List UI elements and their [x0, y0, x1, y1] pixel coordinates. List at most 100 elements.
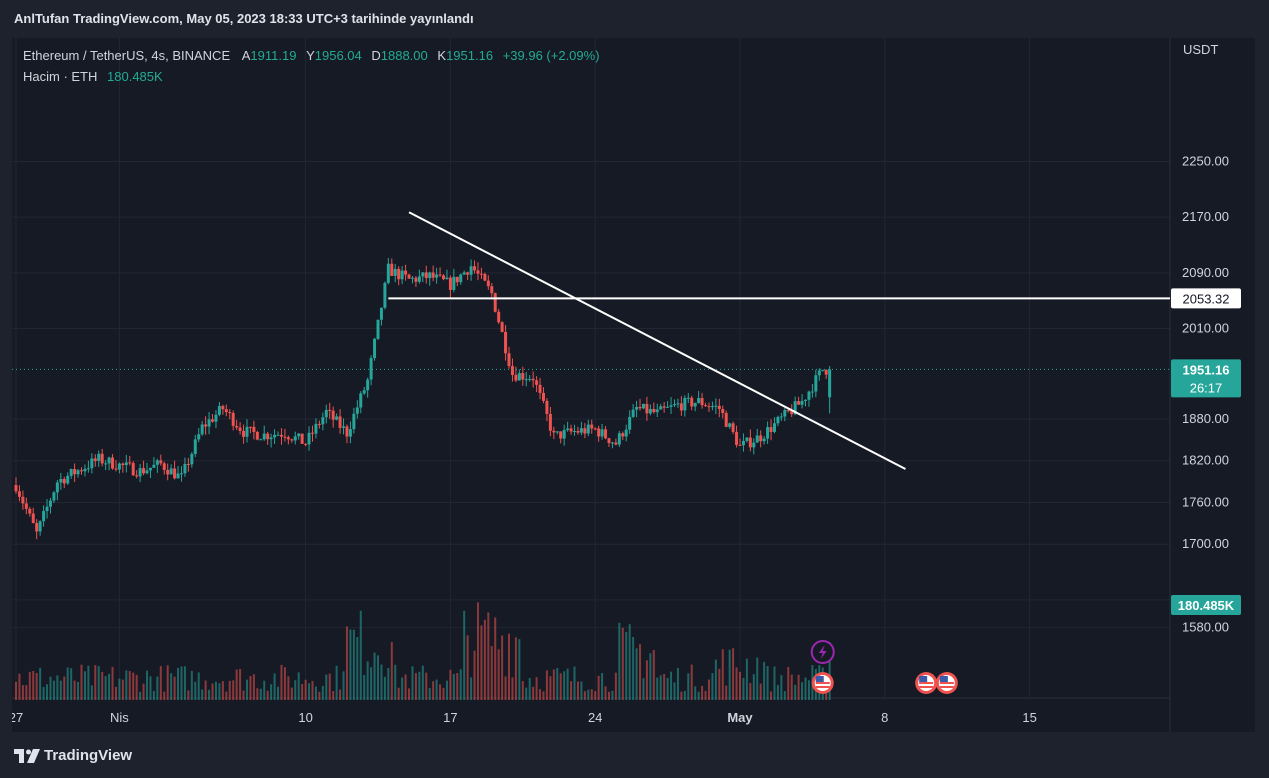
volume-bar — [418, 671, 421, 700]
candle-body — [314, 423, 318, 434]
volume-bar — [301, 684, 304, 700]
change-value: +39.96 (+2.09%) — [502, 48, 600, 63]
volume-bar — [366, 661, 369, 700]
x-tick-label: 24 — [588, 710, 602, 725]
volume-bar — [142, 683, 145, 700]
candle-body — [179, 473, 183, 475]
open-label: A — [241, 48, 251, 63]
candle-body — [769, 427, 773, 432]
volume-bar — [197, 672, 200, 700]
candle-body — [517, 373, 521, 381]
candle-body — [66, 475, 70, 484]
price-chart[interactable]: 2250.00 2170.00 2090.00 2010.00 1880.00 1820.… — [12, 38, 1255, 732]
volume-bar — [776, 685, 779, 700]
candle-body — [538, 384, 542, 393]
volume-bar — [780, 675, 783, 700]
volume-bar — [201, 689, 204, 700]
candle-body — [283, 436, 287, 438]
volume-bar — [766, 666, 769, 700]
volume-bar — [783, 691, 786, 700]
candle-body — [390, 263, 394, 276]
volume-bar — [635, 648, 638, 700]
symbol-name[interactable]: Ethereum / TetherUS, 4s, BINANCE — [23, 48, 231, 63]
currency-label: USDT — [1183, 42, 1218, 57]
volume-bar — [232, 680, 235, 700]
candle-body — [824, 369, 828, 375]
candle-body — [442, 275, 446, 280]
candle-body — [566, 428, 570, 430]
volume-bar — [25, 685, 28, 700]
volume-bar — [604, 686, 607, 700]
volume-bar — [225, 691, 228, 700]
volume-bar — [683, 690, 686, 700]
flag-canton-icon — [939, 676, 948, 682]
candle-body — [190, 453, 194, 465]
candle-body — [266, 433, 270, 440]
tradingview-brand[interactable]: TradingView — [14, 747, 132, 764]
volume-bar — [163, 691, 166, 700]
candle-body — [586, 424, 590, 434]
volume-bar — [104, 676, 107, 700]
x-tick-label: May — [727, 710, 753, 725]
candle-body — [455, 276, 459, 283]
x-tick-label: Nis — [110, 710, 129, 725]
candle-body — [117, 463, 121, 470]
candle-body — [504, 331, 508, 354]
volume-bar — [35, 672, 38, 700]
candle-body — [31, 513, 35, 524]
candle-body — [724, 413, 728, 427]
volume-bar — [380, 664, 383, 700]
lightning-bolt-icon — [818, 645, 827, 659]
candle-body — [738, 444, 742, 446]
volume-bar — [411, 666, 414, 700]
volume-bar — [732, 648, 735, 700]
candle-body — [97, 453, 101, 461]
volume-bar — [283, 667, 286, 700]
volume-bar — [807, 680, 810, 700]
candle-body — [211, 419, 215, 422]
candle-body — [355, 407, 359, 414]
candle-body — [531, 378, 535, 381]
candle-body — [631, 409, 635, 417]
volume-bar — [356, 637, 359, 700]
volume-bar — [194, 681, 197, 700]
volume-bar — [214, 681, 217, 700]
volume-bar — [408, 688, 411, 700]
volume-bar — [42, 686, 45, 700]
volume-bar — [501, 635, 504, 700]
volume-bar — [718, 668, 721, 700]
volume-bar — [73, 680, 76, 700]
candle-body — [638, 406, 642, 409]
candle-body — [800, 401, 804, 405]
candle-body — [676, 403, 680, 405]
volume-bar — [663, 674, 666, 700]
volume-bar — [704, 690, 707, 700]
candle-body — [245, 426, 249, 437]
candle-body — [93, 458, 97, 461]
candle-body — [431, 272, 435, 278]
candle-body — [76, 470, 80, 475]
x-tick-label: 17 — [443, 710, 457, 725]
candle-body — [448, 277, 452, 290]
y-tick-label: 1820.00 — [1182, 453, 1229, 468]
volume-bar — [618, 622, 621, 700]
candle-body — [369, 358, 373, 380]
volume-bar — [639, 644, 642, 700]
volume-bar — [770, 691, 773, 700]
volume-bar — [325, 674, 328, 700]
volume-bar — [15, 681, 17, 700]
candle-body — [335, 416, 339, 420]
flag-stripe-icon — [919, 682, 934, 684]
candle-body — [486, 280, 490, 287]
volume-bar — [652, 650, 655, 700]
trend-line[interactable] — [408, 211, 906, 470]
volume-bar — [735, 667, 738, 700]
volume-bar — [590, 689, 593, 700]
candle-body — [297, 433, 301, 437]
candle-body — [259, 439, 263, 441]
volume-bar — [277, 686, 280, 700]
candle-body — [704, 405, 708, 407]
candle-body — [407, 274, 411, 279]
chart-area[interactable]: 2250.00 2170.00 2090.00 2010.00 1880.00 1820.… — [12, 38, 1255, 732]
volume-label[interactable]: Hacim · ETH — [23, 69, 98, 84]
